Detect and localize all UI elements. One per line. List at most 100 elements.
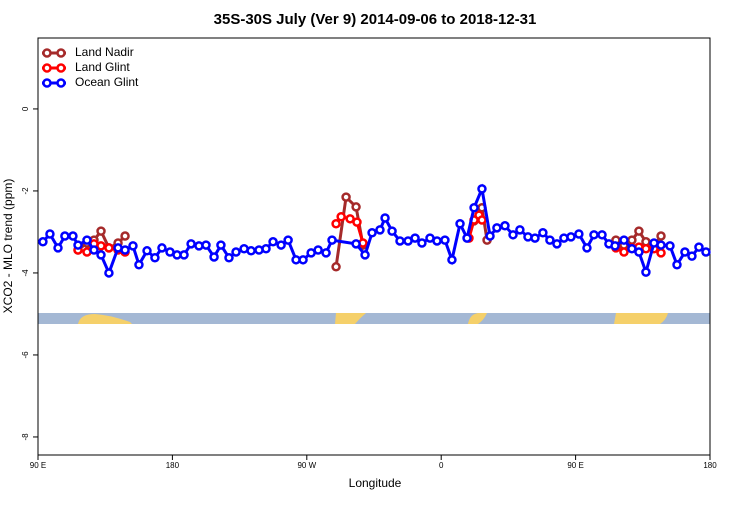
data-point	[157, 243, 167, 253]
data-point	[500, 221, 510, 231]
plot-frame	[37, 37, 711, 456]
data-point	[231, 247, 241, 257]
data-point	[665, 241, 675, 251]
data-point	[268, 237, 278, 247]
legend-marker	[42, 78, 52, 88]
data-point	[508, 230, 518, 240]
data-point	[477, 215, 487, 225]
map-strip	[38, 313, 710, 324]
data-point	[432, 236, 442, 246]
data-point	[694, 242, 704, 252]
data-point	[96, 226, 106, 236]
data-point	[477, 184, 487, 194]
data-point	[619, 247, 629, 257]
data-point	[530, 233, 540, 243]
legend-marker	[56, 48, 66, 58]
data-point	[462, 233, 472, 243]
data-point	[331, 262, 341, 272]
data-point	[96, 241, 106, 251]
data-point	[45, 229, 55, 239]
data-point	[201, 240, 211, 250]
data-point	[298, 255, 308, 265]
data-point	[375, 225, 385, 235]
data-point	[246, 246, 256, 256]
data-point	[104, 268, 114, 278]
data-point	[120, 231, 130, 241]
data-point	[515, 225, 525, 235]
data-point	[134, 259, 144, 270]
data-point	[89, 245, 99, 255]
data-point	[627, 244, 637, 254]
legend-marker	[56, 63, 66, 73]
y-tick-label: -8	[21, 433, 30, 441]
data-point	[38, 237, 48, 247]
data-point	[104, 243, 114, 253]
y-tick-label: 0	[21, 106, 30, 111]
data-point	[485, 231, 495, 241]
data-point	[216, 240, 226, 250]
data-point	[687, 251, 697, 261]
data-point	[589, 230, 599, 240]
data-point	[68, 231, 78, 241]
data-point	[82, 235, 92, 245]
legend-marker	[56, 78, 66, 88]
data-point	[150, 253, 160, 263]
data-point	[634, 226, 644, 236]
data-point	[545, 235, 555, 245]
data-point	[656, 248, 666, 258]
data-point	[96, 250, 106, 260]
x-tick-label: 90 E	[30, 461, 46, 470]
x-tick-label: 180	[703, 461, 717, 470]
data-point	[552, 239, 562, 249]
data-point	[142, 246, 152, 256]
y-tick-label: -4	[21, 269, 30, 277]
data-point	[224, 253, 234, 263]
x-axis-label: Longitude	[349, 476, 402, 490]
data-point	[619, 235, 629, 245]
legend-label: Ocean Glint	[75, 75, 139, 89]
data-point	[327, 235, 337, 245]
legend-marker	[42, 63, 52, 73]
data-point	[120, 245, 130, 255]
data-point	[656, 240, 666, 250]
x-tick-label: 90 E	[567, 461, 583, 470]
data-point	[321, 248, 331, 258]
legend-label: Land Glint	[75, 60, 130, 74]
data-point	[627, 235, 637, 245]
data-point	[283, 235, 293, 245]
data-point	[597, 230, 607, 240]
data-point	[410, 233, 420, 243]
data-point	[455, 218, 465, 229]
data-point	[179, 250, 189, 260]
x-tick-label: 180	[166, 461, 180, 470]
y-axis-label: XCO2 - MLO trend (ppm)	[1, 179, 15, 314]
y-tick-label: -2	[21, 187, 30, 195]
data-point	[395, 236, 405, 246]
data-point	[574, 229, 584, 239]
data-point	[387, 226, 397, 236]
data-point	[360, 250, 370, 260]
data-point	[680, 247, 690, 257]
data-point	[336, 212, 346, 222]
data-point	[351, 239, 361, 249]
data-point	[492, 223, 502, 233]
data-point	[641, 267, 651, 277]
data-point	[352, 217, 362, 227]
data-point	[610, 241, 620, 251]
legend-label: Land Nadir	[75, 45, 134, 59]
data-point	[701, 247, 711, 257]
legend-marker	[42, 48, 52, 58]
data-point	[341, 192, 351, 202]
data-point	[351, 202, 361, 212]
data-point	[209, 252, 219, 262]
data-point	[538, 228, 548, 238]
data-point	[634, 247, 644, 257]
data-point	[367, 228, 377, 238]
chart-title: 35S-30S July (Ver 9) 2014-09-06 to 2018-…	[214, 11, 537, 28]
x-tick-label: 0	[439, 461, 444, 470]
y-tick-label: -6	[21, 351, 30, 359]
data-point	[417, 238, 427, 248]
data-point	[380, 213, 390, 223]
